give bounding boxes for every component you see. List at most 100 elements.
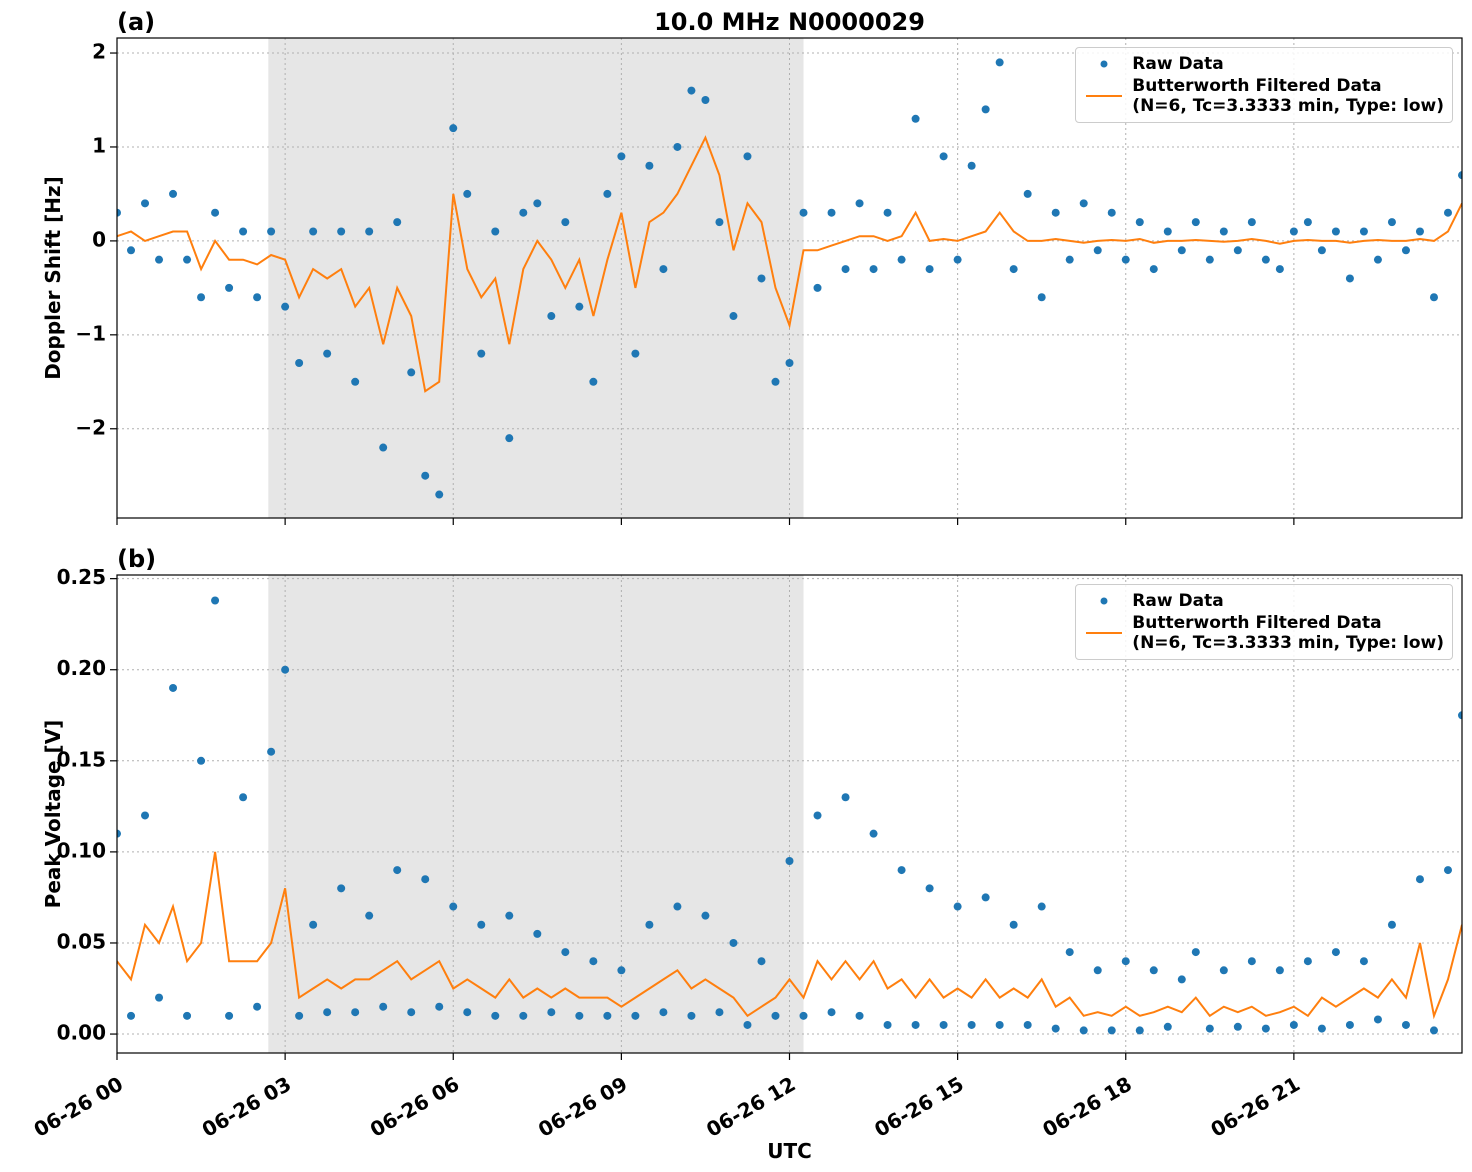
raw-point <box>1107 208 1116 217</box>
raw-point <box>1163 227 1172 236</box>
legend: Raw Data Butterworth Filtered Data (N=6, … <box>1075 47 1453 123</box>
y-tick-label: 0.15 <box>57 747 106 771</box>
raw-point <box>533 199 542 208</box>
legend-swatch <box>1100 60 1108 68</box>
raw-point <box>323 1008 332 1017</box>
raw-point <box>701 911 710 920</box>
raw-point <box>267 227 276 236</box>
raw-point <box>505 911 514 920</box>
raw-point <box>715 1008 724 1017</box>
chart-title: 10.0 MHz N0000029 <box>654 8 925 36</box>
x-tick-label: 06-26 15 <box>870 1072 968 1142</box>
legend-key <box>1076 627 1132 639</box>
raw-point <box>1247 957 1256 966</box>
legend-label: Butterworth Filtered Data (N=6, Tc=3.333… <box>1132 613 1444 653</box>
y-tick-label: −1 <box>75 321 106 345</box>
x-tick-label: 06-26 21 <box>1206 1072 1304 1142</box>
raw-point <box>117 208 121 217</box>
filtered-line <box>117 135 1462 393</box>
raw-point <box>1233 246 1242 255</box>
raw-point <box>1023 189 1032 198</box>
y-tick-label: 0.10 <box>57 838 106 862</box>
shaded-span <box>268 38 804 518</box>
raw-point <box>421 875 430 884</box>
raw-point <box>1387 218 1396 227</box>
raw-point <box>561 218 570 227</box>
raw-point <box>1458 171 1462 180</box>
raw-point <box>211 208 220 217</box>
y-tick-label: 0.00 <box>57 1021 106 1045</box>
x-axis-label: UTC <box>767 1139 812 1163</box>
raw-point <box>1401 246 1410 255</box>
x-tick-label: 06-26 00 <box>30 1072 128 1142</box>
raw-point <box>1093 246 1102 255</box>
raw-point <box>1289 1020 1298 1029</box>
raw-point <box>883 208 892 217</box>
raw-point <box>617 966 626 975</box>
legend-marker <box>1100 597 1108 605</box>
raw-point <box>1317 246 1326 255</box>
raw-point <box>995 58 1004 67</box>
y-axis-label: Doppler Shift [Hz] <box>41 176 65 380</box>
raw-point <box>1443 208 1452 217</box>
raw-point <box>799 1011 808 1020</box>
raw-point <box>309 920 318 929</box>
raw-point <box>1331 948 1340 957</box>
raw-point <box>1401 1020 1410 1029</box>
raw-point <box>995 1020 1004 1029</box>
raw-point <box>1177 975 1186 984</box>
raw-point <box>1429 293 1438 302</box>
raw-point <box>813 811 822 820</box>
raw-point <box>519 208 528 217</box>
raw-point <box>477 920 486 929</box>
shaded-span <box>268 575 804 1053</box>
y-tick-label: 0.25 <box>57 565 106 589</box>
raw-point <box>435 490 444 499</box>
raw-point <box>603 189 612 198</box>
raw-point <box>617 152 626 161</box>
raw-point <box>883 1020 892 1029</box>
raw-point <box>757 274 766 283</box>
raw-point <box>1051 208 1060 217</box>
raw-point <box>799 208 808 217</box>
legend-entry: Butterworth Filtered Data (N=6, Tc=3.333… <box>1076 76 1444 116</box>
raw-point <box>337 884 346 893</box>
raw-point <box>323 349 332 358</box>
raw-point <box>197 756 206 765</box>
raw-point <box>743 1020 752 1029</box>
raw-point <box>897 255 906 264</box>
raw-point <box>1149 265 1158 274</box>
raw-point <box>169 189 178 198</box>
raw-point <box>211 596 220 605</box>
raw-point <box>645 920 654 929</box>
raw-point <box>1121 957 1130 966</box>
raw-point <box>1345 1020 1354 1029</box>
raw-point <box>659 265 668 274</box>
raw-point <box>141 199 150 208</box>
raw-point <box>869 829 878 838</box>
raw-point <box>337 227 346 236</box>
raw-point <box>1009 265 1018 274</box>
raw-point <box>253 1002 262 1011</box>
raw-point <box>771 377 780 386</box>
raw-point <box>1079 199 1088 208</box>
raw-point <box>1415 227 1424 236</box>
raw-point <box>393 866 402 875</box>
raw-point <box>365 227 374 236</box>
raw-point <box>449 902 458 911</box>
raw-point <box>127 246 136 255</box>
raw-point <box>981 105 990 114</box>
raw-point <box>463 189 472 198</box>
raw-point <box>183 255 192 264</box>
raw-point <box>1177 246 1186 255</box>
raw-point <box>659 1008 668 1017</box>
raw-point <box>547 1008 556 1017</box>
raw-point <box>561 948 570 957</box>
raw-point <box>841 265 850 274</box>
raw-point <box>1023 1020 1032 1029</box>
raw-point <box>1191 948 1200 957</box>
y-tick-label: −2 <box>75 415 106 439</box>
raw-point <box>127 1011 136 1020</box>
